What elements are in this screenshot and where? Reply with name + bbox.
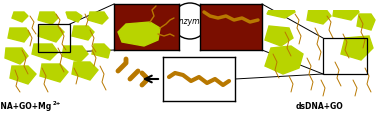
Text: 2+: 2+ — [53, 100, 61, 105]
Polygon shape — [118, 23, 160, 47]
Polygon shape — [92, 45, 110, 59]
Text: dsDNA+GO: dsDNA+GO — [296, 101, 344, 110]
Polygon shape — [341, 37, 373, 60]
Polygon shape — [38, 13, 58, 25]
Polygon shape — [267, 3, 295, 19]
Polygon shape — [10, 66, 36, 84]
Polygon shape — [72, 62, 98, 80]
Polygon shape — [66, 13, 82, 23]
Polygon shape — [307, 9, 331, 25]
Polygon shape — [72, 27, 94, 41]
Polygon shape — [62, 47, 88, 62]
Polygon shape — [357, 15, 375, 31]
Polygon shape — [8, 29, 30, 43]
Polygon shape — [5, 49, 28, 64]
Circle shape — [172, 4, 208, 40]
Polygon shape — [265, 27, 293, 47]
Text: enzyme: enzyme — [175, 17, 205, 26]
Polygon shape — [12, 13, 28, 23]
Polygon shape — [88, 13, 108, 25]
Bar — [323, 39, 367, 74]
Polygon shape — [333, 3, 359, 21]
Bar — [38, 25, 70, 53]
Polygon shape — [32, 45, 58, 60]
Polygon shape — [38, 27, 64, 43]
Polygon shape — [40, 64, 68, 82]
Text: dsDNA+GO+Mg: dsDNA+GO+Mg — [0, 101, 52, 110]
Polygon shape — [265, 47, 303, 74]
